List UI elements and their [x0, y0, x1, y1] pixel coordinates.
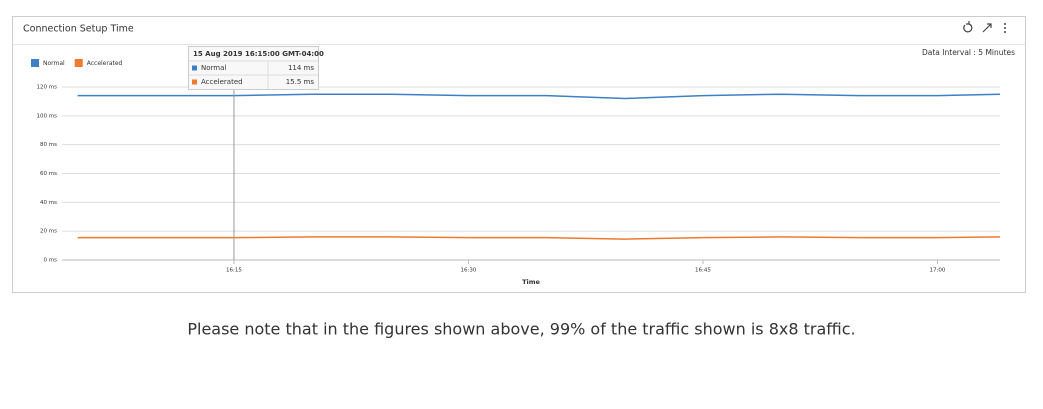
menu-icon[interactable]: [1004, 23, 1006, 33]
legend-label: Accelerated: [87, 60, 123, 67]
x-tick-label: 16:45: [695, 268, 711, 274]
legend-swatch: [74, 59, 83, 67]
y-tick-label: 80 ms: [40, 142, 57, 148]
tooltip-box: [188, 46, 319, 90]
tooltip-swatch: [192, 79, 197, 85]
y-tick-label: 120 ms: [37, 85, 58, 91]
refresh-icon[interactable]: [963, 21, 973, 33]
legend-swatch: [31, 59, 39, 67]
y-tick-label: 0 ms: [44, 258, 58, 264]
tooltip-series: Normal: [201, 64, 226, 72]
tooltip-value: 114 ms: [288, 64, 314, 72]
y-tick-label: 20 ms: [40, 229, 57, 235]
tooltip-swatch: [192, 65, 197, 71]
x-tick-label: 17:00: [930, 268, 946, 274]
panel-icons[interactable]: [963, 21, 1006, 33]
panel: [12, 16, 1026, 293]
x-tick-label: 16:30: [461, 268, 477, 274]
chart-title: Connection Setup Time: [23, 24, 134, 35]
y-tick-label: 40 ms: [40, 200, 57, 206]
tooltip-title: 15 Aug 2019 16:15:00 GMT-04:00: [193, 50, 324, 58]
y-tick-label: 60 ms: [40, 171, 57, 177]
x-tick-label: 16:15: [226, 268, 242, 274]
tooltip-value: 15.5 ms: [286, 78, 315, 86]
legend-label: Normal: [43, 60, 65, 67]
x-axis-label: Time: [522, 278, 540, 286]
tooltip: 15 Aug 2019 16:15:00 GMT-04:00 Normal 114 …: [188, 46, 324, 90]
subtitle: Data Interval : 5 Minutes: [922, 48, 1015, 57]
tooltip-series: Accelerated: [201, 78, 243, 86]
y-tick-label: 100 ms: [37, 113, 58, 119]
note: Please note that in the figures shown ab…: [187, 320, 855, 339]
expand-icon[interactable]: [982, 23, 992, 33]
